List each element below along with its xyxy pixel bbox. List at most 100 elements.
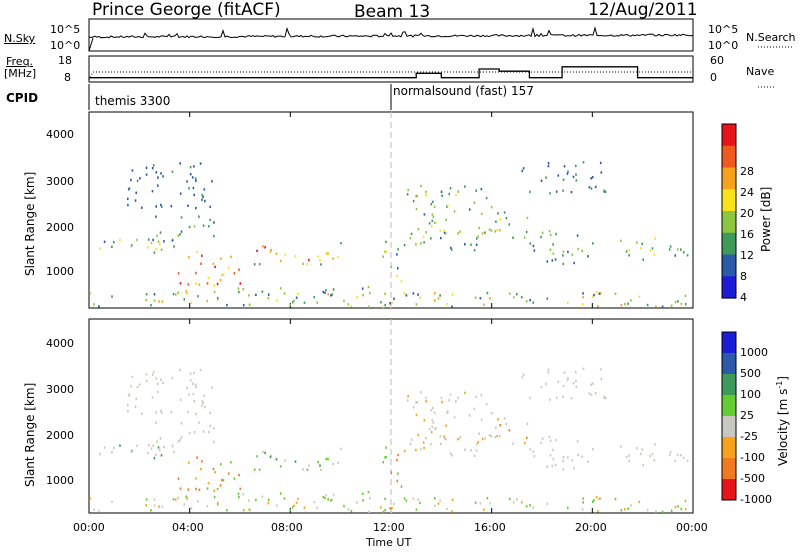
velocity-echo-cell <box>503 417 506 420</box>
power-echo-cell <box>425 190 427 194</box>
power-echo-cell <box>566 172 569 175</box>
velocity-echo-cell <box>455 400 457 403</box>
power-echo-cell <box>141 206 143 209</box>
power-echo-cell <box>478 226 480 230</box>
power-echo-cell <box>206 282 209 285</box>
power-echo-cell <box>316 301 318 304</box>
velocity-echo-cell <box>577 453 579 456</box>
velocity-echo-cell <box>464 391 466 395</box>
power-echo-cell <box>425 231 427 234</box>
velocity-echo-cell <box>489 502 491 505</box>
velocity-echo-cell <box>417 433 420 437</box>
velocity-echo-cell <box>253 468 256 471</box>
velocity-echo-cell <box>183 503 186 506</box>
velocity-echo-cell <box>279 465 282 468</box>
power-echo-cell <box>440 190 443 193</box>
nave-tick-bottom: 0 <box>710 71 717 84</box>
power-echo-cell <box>571 253 574 256</box>
velocity-echo-cell <box>676 453 679 457</box>
power-echo-cell <box>270 248 272 252</box>
power-echo-cell <box>127 203 129 207</box>
velocity-echo-cell <box>480 394 483 397</box>
power-echo-cell <box>128 187 131 190</box>
velocity-echo-cell <box>213 489 215 493</box>
velocity-echo-cell <box>284 459 287 462</box>
power-echo-cell <box>599 292 602 295</box>
power-echo-cell <box>412 199 415 203</box>
power-echo-cell <box>174 293 177 296</box>
power-echo-cell <box>191 176 194 179</box>
velocity-echo-cell <box>171 445 174 448</box>
power-echo-cell <box>499 218 501 221</box>
velocity-echo-cell <box>267 502 270 505</box>
power-echo-cell <box>552 243 554 246</box>
power-cb-tick: 4 <box>740 291 747 304</box>
power-echo-cell <box>680 248 682 251</box>
power-echo-cell <box>322 290 325 294</box>
velocity-echo-cell <box>148 444 150 447</box>
velocity-echo-cell <box>593 499 595 502</box>
velocity-echo-cell <box>198 488 201 491</box>
power-colorbar-frame <box>721 123 737 299</box>
power-echo-cell <box>382 305 385 308</box>
velocity-echo-cell <box>512 501 515 504</box>
velocity-echo-cell <box>356 501 358 504</box>
power-echo-cell <box>651 247 654 250</box>
cpid-segment-1: themis 3300 <box>95 94 171 108</box>
velocity-echo-cell <box>294 460 297 463</box>
velocity-echo-cell <box>562 395 564 398</box>
noise-right-tick-bottom: 10^0 <box>708 39 739 52</box>
velocity-colorbar-segment <box>722 458 736 480</box>
power-echo-cell <box>649 249 651 252</box>
velocity-echo-cell <box>625 455 628 459</box>
velocity-echo-cell <box>325 494 327 497</box>
velocity-echo-cell <box>190 506 193 510</box>
power-echo-cell <box>198 283 201 286</box>
velocity-echo-cell <box>179 398 182 401</box>
power-echo-cell <box>362 294 364 297</box>
velocity-echo-cell <box>680 454 682 457</box>
power-echo-cell <box>324 291 326 295</box>
velocity-echo-cell <box>195 487 197 491</box>
velocity-echo-cell <box>464 448 466 452</box>
velocity-echo-cell <box>562 384 565 388</box>
velocity-echo-cell <box>520 501 523 504</box>
power-echo-cell <box>151 190 154 193</box>
power-echo-cell <box>350 305 353 308</box>
power-echo-cell <box>396 253 398 256</box>
velocity-echo-cell <box>384 456 386 459</box>
power-echo-cell <box>330 294 332 297</box>
power-echo-cell <box>158 243 161 246</box>
velocity-echo-cell <box>582 501 584 504</box>
power-echo-cell <box>213 234 215 238</box>
velocity-echo-cell <box>139 383 141 386</box>
power-echo-cell <box>415 303 418 306</box>
date-title: 12/Aug/2011 <box>588 0 698 20</box>
power-echo-cell <box>475 189 477 192</box>
power-echo-cell <box>464 243 466 246</box>
velocity-echo-cell <box>440 396 443 400</box>
power-echo-cell <box>237 287 240 290</box>
power-echo-cell <box>562 262 565 266</box>
velocity-echo-cell <box>214 471 216 474</box>
velocity-echo-cell <box>111 500 113 503</box>
power-echo-cell <box>195 179 197 182</box>
power-echo-cell <box>153 299 156 302</box>
velocity-echo-cell <box>603 395 605 399</box>
velocity-echo-cell <box>415 448 417 452</box>
power-echo-cell <box>581 249 583 253</box>
power-cb-tick: 24 <box>740 186 754 199</box>
velocity-echo-cell <box>552 458 555 461</box>
velocity-echo-cell <box>570 397 573 400</box>
velocity-echo-cell <box>153 504 156 507</box>
velocity-echo-cell <box>599 497 602 500</box>
velocity-echo-cell <box>557 380 560 383</box>
velocity-echo-cell <box>200 468 202 471</box>
velocity-echo-cell <box>391 506 393 510</box>
power-echo-cell <box>227 266 230 270</box>
velocity-echo-cell <box>425 396 427 400</box>
power-echo-cell <box>145 173 148 176</box>
power-echo-cell <box>199 162 202 165</box>
nave-label: Nave <box>746 65 775 78</box>
velocity-echo-cell <box>174 498 177 501</box>
